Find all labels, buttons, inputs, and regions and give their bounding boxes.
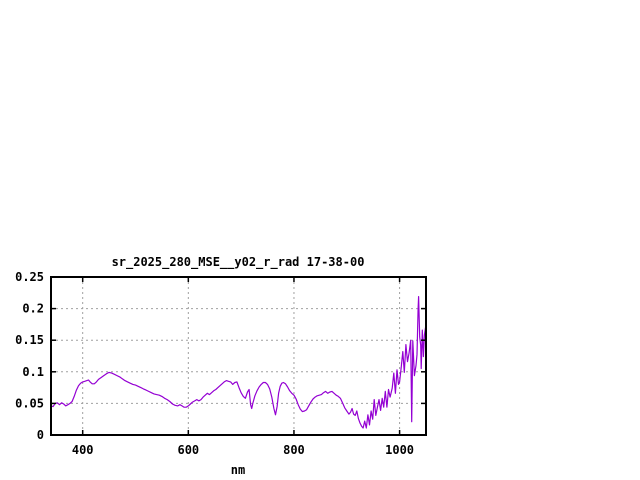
x-tick-label: 800 — [283, 443, 305, 457]
data-line — [50, 296, 427, 429]
plot-border — [50, 276, 427, 436]
tick-label-layer: 400 600 800 1000 0 0.05 0.1 0.15 0.2 0.25 — [15, 270, 414, 457]
y-tick-label: 0 — [37, 428, 44, 442]
y-tick-label: 0.05 — [15, 396, 44, 410]
y-tick-label: 0.1 — [22, 365, 44, 379]
tick-layer — [51, 276, 426, 436]
chart-title: sr_2025_280_MSE__y02_r_rad 17-38-00 — [112, 255, 365, 270]
x-tick-label: 400 — [72, 443, 94, 457]
x-tick-label: 600 — [177, 443, 199, 457]
curve-layer — [50, 296, 427, 429]
x-axis-label: nm — [231, 463, 245, 477]
y-tick-label: 0.15 — [15, 333, 44, 347]
grid-layer — [51, 277, 426, 435]
y-tick-label: 0.25 — [15, 270, 44, 284]
x-tick-label: 1000 — [385, 443, 414, 457]
y-tick-label: 0.2 — [22, 302, 44, 316]
